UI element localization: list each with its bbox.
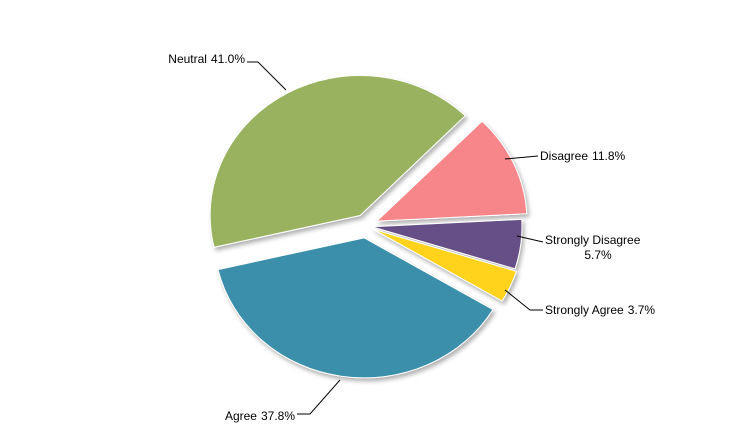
leader-line [247,61,287,91]
data-label: Strongly Disagree 5.7% [545,233,641,262]
label-name: Disagree [540,149,588,163]
label-name: Strongly Disagree [545,233,641,247]
leader-line [504,289,543,311]
label-value: 41.0% [211,52,245,66]
leader-line [297,379,341,415]
data-label: Disagree 11.8% [540,149,625,163]
pie-slice [371,218,523,270]
label-value: 11.8% [592,149,625,163]
leader-line [516,235,544,243]
pie [209,75,528,379]
pie-slice [209,75,466,248]
data-label: Neutral 41.0% [168,52,245,66]
data-label: Strongly Agree 3.7% [545,303,655,317]
pie-slice [373,228,517,302]
label-name: Strongly Agree [545,303,624,317]
pie-slice [375,120,528,222]
label-name: Neutral [168,52,207,66]
pie-slice [217,237,494,379]
label-value: 37.8% [261,409,295,423]
label-value: 3.7% [628,303,656,317]
data-label: Agree 37.8% [225,409,295,423]
label-value: 5.7% [584,248,612,262]
label-name: Agree [225,409,257,423]
labels: Disagree 11.8%Strongly Disagree 5.7%Strong… [168,52,655,423]
leader-line [504,155,539,160]
